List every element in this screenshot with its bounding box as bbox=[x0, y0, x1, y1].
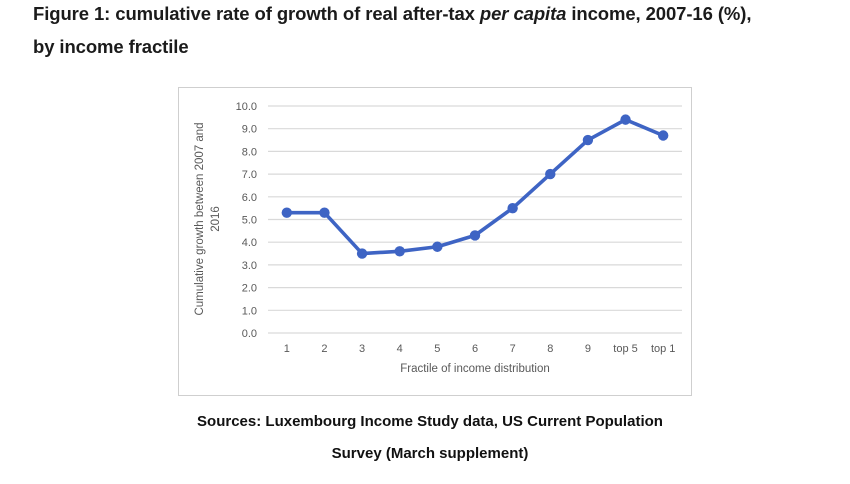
data-point bbox=[394, 246, 405, 257]
data-point bbox=[469, 230, 481, 241]
data-point bbox=[657, 130, 669, 141]
y-tick-label: 6.0 bbox=[242, 192, 257, 204]
sources-note: Sources: Luxembourg Income Study data, U… bbox=[20, 406, 840, 470]
y-tick-label: 7.0 bbox=[242, 169, 257, 181]
y-axis-title: Cumulative growth between 2007 and 2016 bbox=[194, 122, 222, 315]
y-tick-label: 0.0 bbox=[242, 328, 257, 340]
y-tick-label: 1.0 bbox=[242, 305, 257, 317]
x-tick-label: 8 bbox=[547, 343, 553, 355]
x-tick-label: 1 bbox=[284, 343, 290, 355]
line-chart: 0.0 1.0 2.0 3.0 4.0 5.0 6.0 7.0 8.0 9.0 10.0 1 2 3 4 5 6… bbox=[194, 101, 682, 375]
y-tick-label: 9.0 bbox=[242, 124, 257, 136]
x-tick-label: 6 bbox=[472, 343, 478, 355]
data-point bbox=[582, 134, 594, 146]
sources-line2: Survey (March supplement) bbox=[331, 445, 529, 462]
x-tick-label: 4 bbox=[397, 343, 403, 355]
y-tick-label: 4.0 bbox=[242, 237, 257, 249]
y-tick-label: 2.0 bbox=[242, 283, 257, 295]
figure-title-line1: Figure 1: cumulative rate of growth of r… bbox=[33, 3, 752, 24]
x-tick-label: 9 bbox=[585, 343, 591, 355]
figure-title-line2: by income fractile bbox=[33, 36, 189, 57]
x-tick-label: 7 bbox=[510, 343, 516, 355]
x-axis-title: Fractile of income distribution bbox=[400, 363, 550, 375]
x-tick-label: top 1 bbox=[651, 343, 675, 355]
sources-line1: Sources: Luxembourg Income Study data, U… bbox=[197, 413, 663, 430]
y-tick-label: 5.0 bbox=[242, 215, 257, 227]
y-tick-label: 8.0 bbox=[242, 146, 257, 158]
data-point bbox=[620, 114, 631, 125]
y-tick-label: 10.0 bbox=[236, 101, 257, 113]
chart-panel: 0.0 1.0 2.0 3.0 4.0 5.0 6.0 7.0 8.0 9.0 10.0 1 2 3 4 5 6… bbox=[178, 87, 692, 396]
y-tick-label: 3.0 bbox=[242, 260, 257, 272]
data-point bbox=[432, 241, 443, 252]
data-point bbox=[356, 248, 368, 259]
data-point bbox=[545, 168, 556, 180]
data-point bbox=[319, 207, 330, 218]
data-point bbox=[281, 207, 293, 218]
figure-title: Figure 1: cumulative rate of growth of r… bbox=[33, 0, 833, 63]
x-tick-label: 5 bbox=[434, 343, 440, 355]
x-tick-label: top 5 bbox=[613, 343, 637, 355]
data-point bbox=[507, 202, 518, 214]
x-tick-label: 2 bbox=[321, 343, 327, 355]
x-tick-label: 3 bbox=[359, 343, 365, 355]
